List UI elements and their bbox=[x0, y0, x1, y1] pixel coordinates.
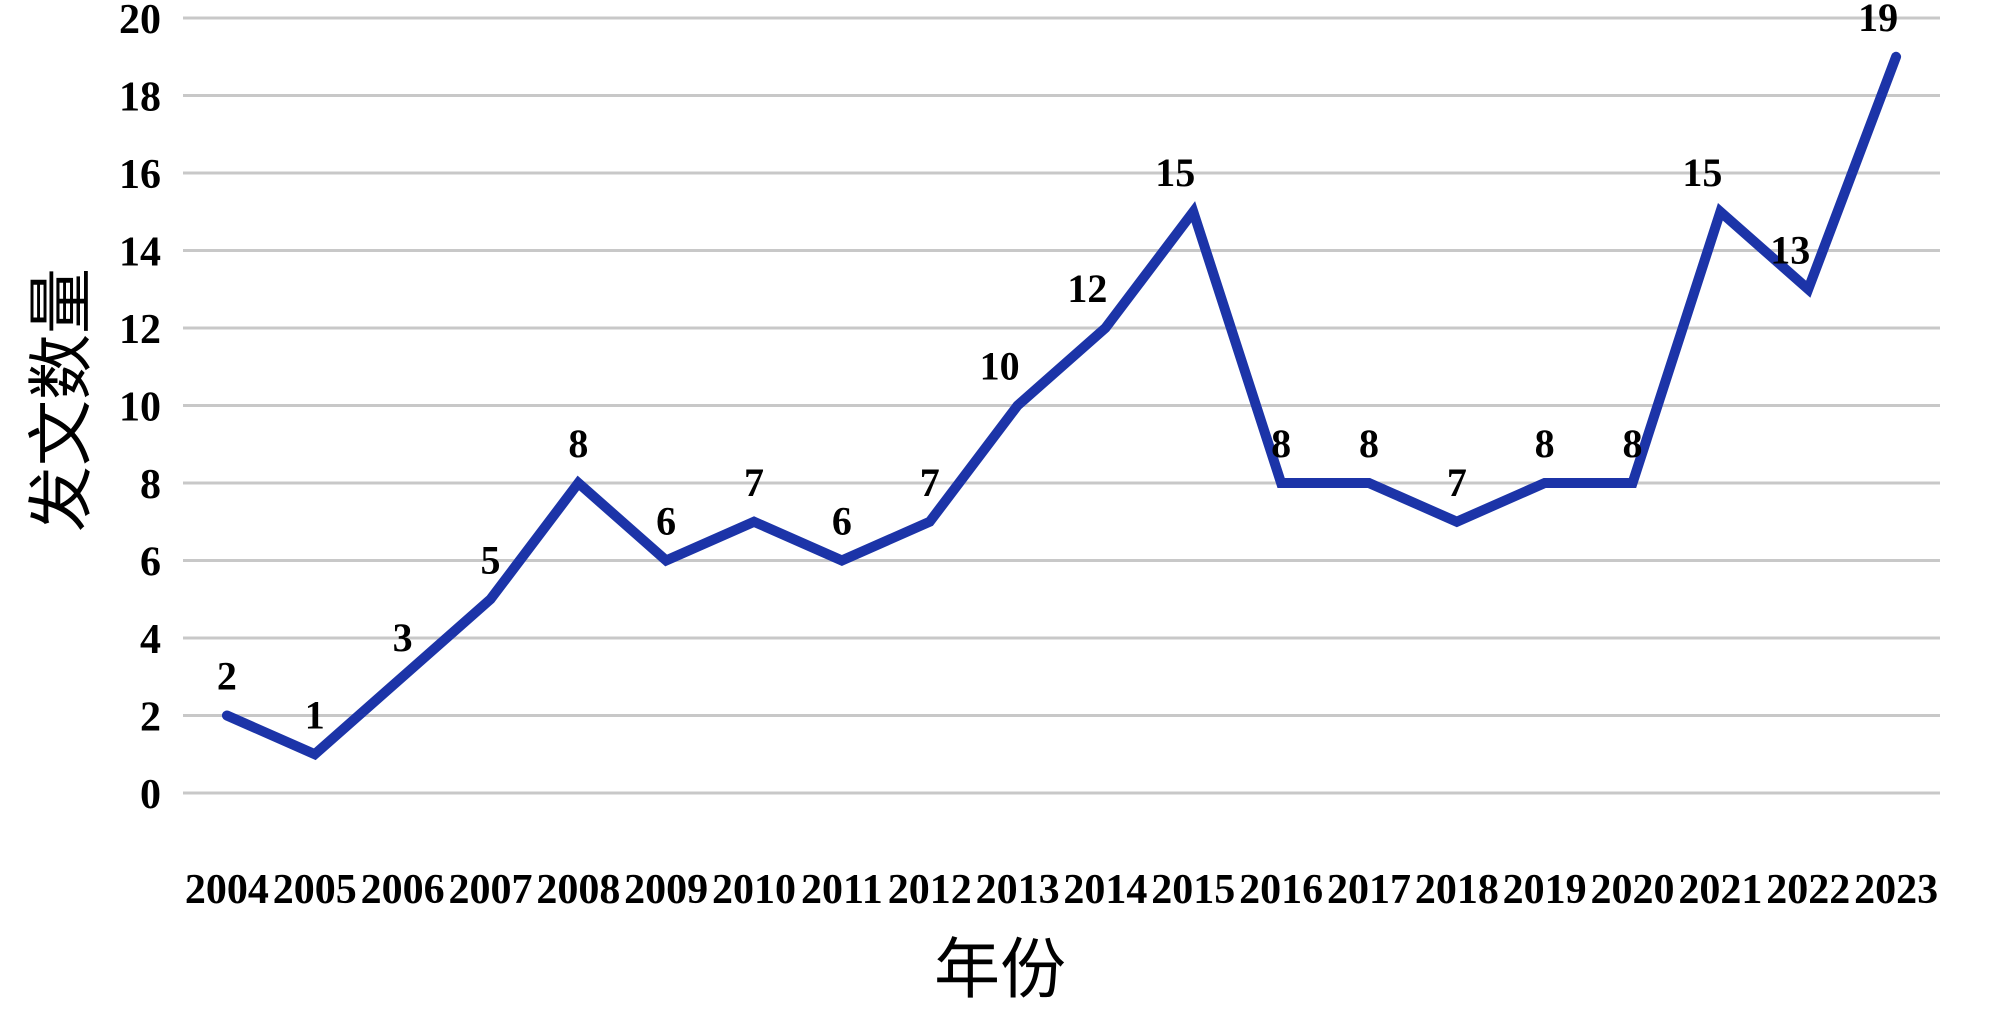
x-tick-label: 2009 bbox=[624, 867, 708, 913]
data-label: 5 bbox=[480, 537, 500, 582]
x-tick-label: 2015 bbox=[1151, 867, 1235, 913]
x-tick-label: 2014 bbox=[1063, 867, 1147, 913]
data-label: 8 bbox=[1271, 421, 1291, 466]
data-label: 12 bbox=[1067, 266, 1107, 311]
x-tick-label: 2016 bbox=[1239, 867, 1323, 913]
data-label: 19 bbox=[1858, 0, 1898, 40]
y-tick-label: 18 bbox=[119, 75, 161, 121]
x-tick-label: 2006 bbox=[361, 867, 445, 913]
data-label: 15 bbox=[1682, 150, 1722, 195]
y-tick-label: 16 bbox=[119, 152, 161, 198]
x-tick-label: 2020 bbox=[1591, 867, 1675, 913]
y-tick-label: 8 bbox=[140, 462, 161, 508]
data-label: 6 bbox=[656, 499, 676, 544]
y-tick-label: 12 bbox=[119, 307, 161, 353]
y-tick-label: 10 bbox=[119, 385, 161, 431]
x-axis-title: 年份 bbox=[934, 934, 1066, 1007]
gridlines bbox=[183, 16, 1940, 795]
x-tick-label: 2007 bbox=[448, 867, 532, 913]
x-tick-label: 2017 bbox=[1327, 867, 1411, 913]
x-tick-label: 2010 bbox=[712, 867, 796, 913]
data-label: 7 bbox=[920, 460, 940, 505]
x-tick-label: 2013 bbox=[976, 867, 1060, 913]
y-tick-label: 0 bbox=[140, 772, 161, 818]
x-tick-label: 2005 bbox=[273, 867, 357, 913]
x-axis-tick-labels: 2004 2005 2006 2007 2008 2009 2010 2011 2012 2013… bbox=[185, 867, 1938, 913]
x-tick-label: 2008 bbox=[536, 867, 620, 913]
data-label: 7 bbox=[744, 460, 764, 505]
data-label: 2 bbox=[217, 654, 237, 699]
y-axis-tick-labels: 0 2 4 6 8 10 12 14 16 18 20 bbox=[119, 0, 161, 818]
x-tick-label: 2004 bbox=[185, 867, 269, 913]
x-tick-label: 2021 bbox=[1678, 867, 1762, 913]
series-line bbox=[221, 51, 1902, 761]
y-tick-label: 4 bbox=[140, 617, 161, 663]
x-tick-label: 2023 bbox=[1854, 867, 1938, 913]
data-label: 13 bbox=[1770, 227, 1810, 272]
x-tick-label: 2011 bbox=[801, 867, 883, 913]
data-label: 6 bbox=[832, 499, 852, 544]
data-label: 10 bbox=[980, 344, 1020, 389]
y-tick-label: 20 bbox=[119, 0, 161, 43]
x-tick-label: 2018 bbox=[1415, 867, 1499, 913]
x-tick-label: 2012 bbox=[888, 867, 972, 913]
data-label: 1 bbox=[305, 692, 325, 737]
x-tick-label: 2022 bbox=[1766, 867, 1850, 913]
data-label: 8 bbox=[1623, 421, 1643, 466]
data-label: 8 bbox=[568, 421, 588, 466]
y-axis-title: 发文数量 bbox=[26, 268, 99, 532]
data-label: 8 bbox=[1535, 421, 1555, 466]
x-tick-label: 2019 bbox=[1503, 867, 1587, 913]
data-label: 8 bbox=[1359, 421, 1379, 466]
y-tick-label: 2 bbox=[140, 695, 161, 741]
y-tick-label: 6 bbox=[140, 540, 161, 586]
data-label: 7 bbox=[1447, 460, 1467, 505]
y-tick-label: 14 bbox=[119, 230, 161, 276]
data-label: 15 bbox=[1155, 150, 1195, 195]
data-label: 3 bbox=[393, 615, 413, 660]
